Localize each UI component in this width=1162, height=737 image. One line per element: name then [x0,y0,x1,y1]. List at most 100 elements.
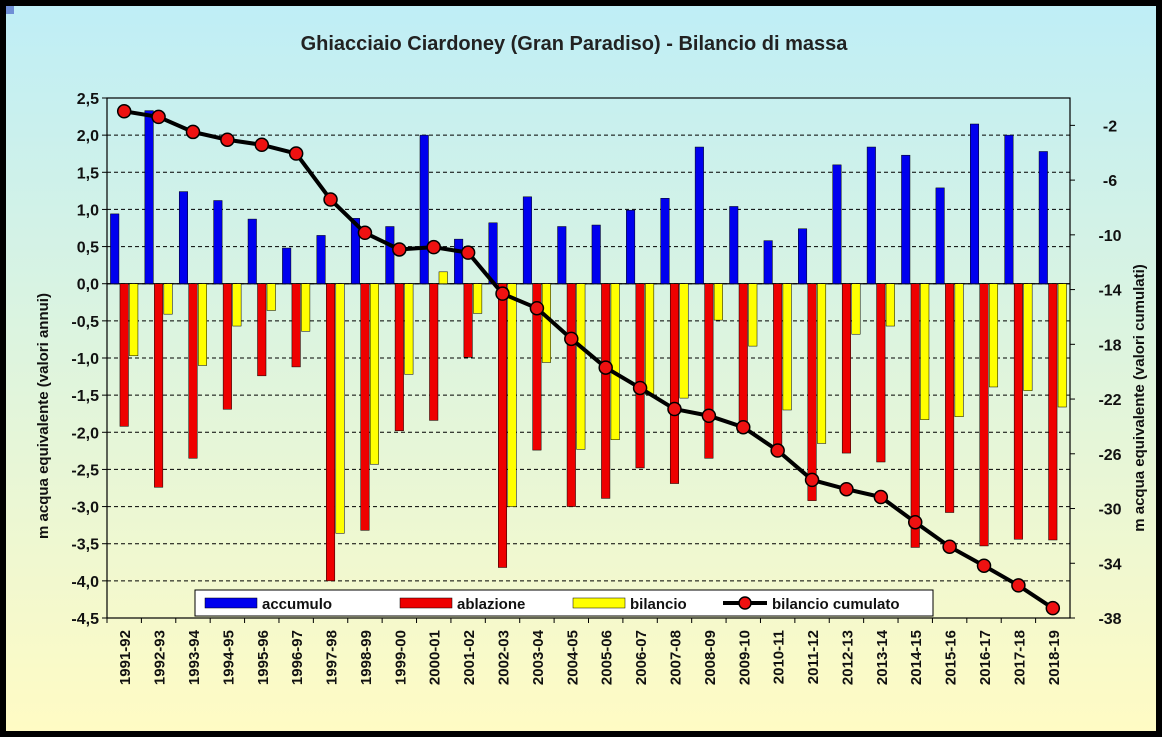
x-tick-label: 2007-08 [667,630,684,685]
cumulative-balance-point [288,146,304,161]
window-corner-mark [6,6,14,14]
bar-accumulo [626,209,636,284]
y2-tick-label: -30 [1098,502,1121,519]
x-tick-label: 1996-97 [289,630,306,685]
x-tick-label: 1997-98 [324,630,341,685]
bar-accumulo [213,200,223,284]
y2-tick-label: -22 [1098,392,1121,409]
y2-tick-label: -38 [1098,611,1121,628]
x-tick-label: 2014-15 [908,630,925,685]
x-tick-label: 1993-94 [186,629,203,685]
legend-label-bilancio-cumulato: bilancio cumulato [772,596,900,613]
bar-bilancio [1023,283,1033,391]
bar-accumulo [1038,151,1048,284]
y-tick-label: -3,0 [71,500,99,517]
bar-bilancio [541,283,551,363]
cumulative-balance-point [529,300,545,316]
bar-ablazione [498,283,508,568]
bar-ablazione [876,283,886,463]
y2-tick-label: -2 [1103,118,1117,135]
y2-tick-label: -34 [1098,556,1121,573]
chart-title: Ghiacciaio Ciardoney (Gran Paradiso) - B… [301,33,849,55]
cumulative-balance-point [392,242,407,257]
cumulative-balance-point [770,443,785,458]
x-tick-label: 1992-93 [152,630,169,685]
bar-accumulo [488,222,498,284]
bar-accumulo [763,240,773,284]
bar-ablazione [119,283,129,427]
bar-bilancio [989,283,999,388]
bar-ablazione [841,283,851,454]
bar-bilancio [748,283,758,347]
legend-box [194,589,934,617]
bar-bilancio [851,283,861,335]
cumulative-balance-point [254,137,270,153]
y-tick-label: 1,0 [77,202,99,219]
bar-ablazione [154,283,164,488]
x-tick-label: 2003-04 [530,629,547,685]
bar-bilancio [197,283,207,366]
bar-ablazione [429,283,439,421]
cumulative-balance-point [185,124,201,140]
y2-tick-label: -10 [1098,228,1121,245]
x-tick-label: 2012-13 [839,630,856,685]
bar-accumulo [522,196,532,284]
cumulative-balance-point [598,360,613,375]
x-tick-label: 2000-01 [427,630,444,685]
bar-ablazione [463,283,473,358]
bar-accumulo [282,247,292,284]
bar-bilancio [266,283,276,311]
cumulative-balance-point [426,239,441,255]
cumulative-balance-point [839,481,854,497]
bar-bilancio [301,283,311,332]
bar-ablazione [601,283,611,499]
bar-ablazione [326,283,336,582]
bar-ablazione [635,283,645,469]
bar-ablazione [532,283,542,451]
y-tick-label: -4,5 [71,611,99,628]
y-tick-label: -2,5 [71,462,99,479]
x-tick-label: 2008-09 [702,630,719,685]
cumulative-balance-point [667,401,682,417]
cumulative-balance-point [323,192,338,207]
bar-bilancio [1057,283,1067,408]
chart-frame: Ghiacciaio Ciardoney (Gran Paradiso) - B… [6,6,1156,731]
bar-accumulo [729,206,739,284]
bar-accumulo [419,134,429,284]
bar-accumulo [350,218,360,284]
y2-tick-label: -18 [1098,337,1121,354]
cumulative-balance-point [736,419,751,435]
bar-bilancio [335,283,345,534]
bar-ablazione [360,283,370,531]
bar-accumulo [454,238,464,284]
cumulative-balance-point [1011,578,1026,593]
cumulative-balance-line [123,109,1054,610]
x-tick-label: 1999-00 [392,630,409,685]
cumulative-balance-point [495,286,510,301]
bar-bilancio [576,283,586,450]
cumulative-balance-point [804,472,820,488]
bar-ablazione [394,283,404,432]
y-tick-label: -3,5 [71,537,99,554]
bar-bilancio [473,283,483,314]
bar-ablazione [773,283,783,454]
bar-accumulo [935,187,945,284]
bar-ablazione [704,283,714,459]
y-tick-label: -2,0 [71,425,99,442]
bar-accumulo [901,154,911,284]
y-tick-label: 0,0 [77,277,99,294]
bar-ablazione [738,283,748,432]
bar-bilancio [438,271,448,284]
x-tick-label: 2017-18 [1011,630,1028,685]
x-tick-label: 1994-95 [220,630,237,685]
y-tick-label: -1,5 [71,388,99,405]
legend-label-accumulo: accumulo [262,596,332,613]
y2-tick-label: -14 [1098,283,1121,300]
bar-bilancio [129,283,139,357]
x-tick-label: 2013-14 [874,629,891,685]
cumulative-balance-point [564,331,579,347]
cumulative-balance-point [942,539,957,554]
bar-ablazione [222,283,232,410]
bar-accumulo [970,123,980,284]
bar-bilancio [610,283,620,440]
